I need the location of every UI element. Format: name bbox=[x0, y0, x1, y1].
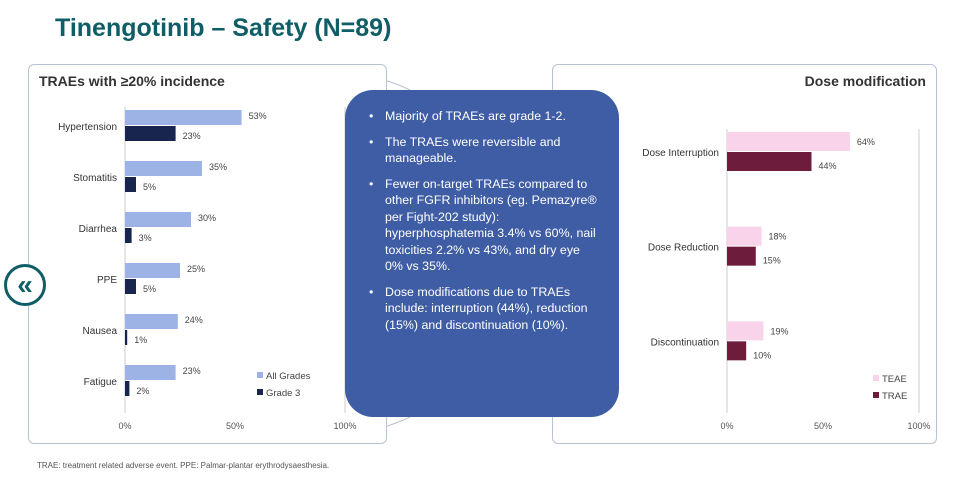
data-label: 30% bbox=[198, 213, 216, 223]
bar-grade-3 bbox=[125, 177, 136, 192]
data-label: 25% bbox=[187, 264, 205, 274]
data-label: 23% bbox=[183, 131, 201, 141]
data-label: 44% bbox=[818, 161, 836, 171]
category-label: Hypertension bbox=[58, 122, 117, 133]
bar-grade-3 bbox=[125, 279, 136, 294]
category-label: Dose Interruption bbox=[642, 148, 719, 159]
x-tick-label: 100% bbox=[333, 421, 356, 431]
data-label: 10% bbox=[753, 350, 771, 360]
data-label: 53% bbox=[249, 111, 267, 121]
data-label: 19% bbox=[770, 326, 788, 336]
dose-chart-title: Dose modification bbox=[804, 73, 926, 89]
category-label: Fatigue bbox=[84, 377, 118, 388]
legend-swatch bbox=[257, 389, 263, 395]
data-label: 23% bbox=[183, 366, 201, 376]
category-label: Discontinuation bbox=[651, 337, 719, 348]
data-label: 35% bbox=[209, 162, 227, 172]
bar-all-grades bbox=[125, 263, 180, 278]
finding-bullet: Dose modifications due to TRAEs include:… bbox=[369, 284, 597, 334]
legend-swatch bbox=[873, 375, 879, 381]
finding-bullet: Majority of TRAEs are grade 1-2. bbox=[369, 108, 597, 125]
category-label: PPE bbox=[97, 275, 117, 286]
category-label: Diarrhea bbox=[79, 224, 118, 235]
bar-all-grades bbox=[125, 161, 202, 176]
finding-bullet: The TRAEs were reversible and manageable… bbox=[369, 134, 597, 167]
legend-swatch bbox=[257, 372, 263, 378]
key-findings-list: Majority of TRAEs are grade 1-2. The TRA… bbox=[369, 108, 597, 333]
back-nav-button[interactable]: « bbox=[4, 264, 46, 306]
double-chevron-left-icon: « bbox=[17, 269, 33, 300]
data-label: 24% bbox=[185, 315, 203, 325]
legend-label: Grade 3 bbox=[266, 388, 300, 399]
key-findings-box: Majority of TRAEs are grade 1-2. The TRA… bbox=[345, 90, 619, 417]
x-tick-label: 0% bbox=[118, 421, 131, 431]
x-tick-label: 0% bbox=[720, 421, 733, 431]
bar-all-grades bbox=[125, 110, 242, 125]
data-label: 5% bbox=[143, 284, 156, 294]
data-label: 64% bbox=[857, 137, 875, 147]
bar-trae bbox=[727, 246, 756, 266]
bar-teae bbox=[727, 226, 762, 246]
bar-grade-3 bbox=[125, 330, 128, 345]
bar-all-grades bbox=[125, 212, 191, 227]
category-label: Stomatitis bbox=[73, 173, 117, 184]
legend-label: TRAE bbox=[882, 391, 907, 402]
x-tick-label: 100% bbox=[907, 421, 930, 431]
finding-bullet: Fewer on-target TRAEs compared to other … bbox=[369, 176, 597, 275]
bar-grade-3 bbox=[125, 228, 132, 243]
legend-label: TEAE bbox=[882, 374, 907, 385]
x-tick-label: 50% bbox=[814, 421, 832, 431]
footnote: TRAE: treatment related adverse event. P… bbox=[37, 461, 330, 470]
bar-all-grades bbox=[125, 365, 176, 380]
x-tick-label: 50% bbox=[226, 421, 244, 431]
bar-teae bbox=[727, 321, 764, 341]
trae-chart-title: TRAEs with ≥20% incidence bbox=[39, 73, 225, 89]
bar-teae bbox=[727, 132, 850, 151]
data-label: 1% bbox=[134, 335, 147, 345]
legend-swatch bbox=[873, 392, 879, 398]
trae-incidence-panel: TRAEs with ≥20% incidence 0% 50% 100% Hyper… bbox=[28, 64, 387, 444]
trae-incidence-chart: 0% 50% 100% Hypertension 53% 23% Stomatitis 35%… bbox=[58, 107, 357, 431]
category-label: Dose Reduction bbox=[648, 243, 719, 254]
bar-trae bbox=[727, 341, 747, 361]
data-label: 5% bbox=[143, 182, 156, 192]
bar-all-grades bbox=[125, 314, 178, 329]
dose-modification-chart: 0% 50% 100% Dose Interruption 64% 44% Dose Red… bbox=[642, 129, 931, 431]
data-label: 15% bbox=[763, 256, 781, 266]
bar-grade-3 bbox=[125, 381, 130, 396]
data-label: 18% bbox=[769, 232, 787, 242]
legend-label: All Grades bbox=[266, 371, 311, 382]
page-title: Tinengotinib – Safety (N=89) bbox=[55, 14, 392, 42]
data-label: 3% bbox=[139, 233, 152, 243]
bar-trae bbox=[727, 152, 812, 171]
data-label: 2% bbox=[136, 386, 149, 396]
category-label: Nausea bbox=[83, 326, 118, 337]
bar-grade-3 bbox=[125, 126, 176, 141]
